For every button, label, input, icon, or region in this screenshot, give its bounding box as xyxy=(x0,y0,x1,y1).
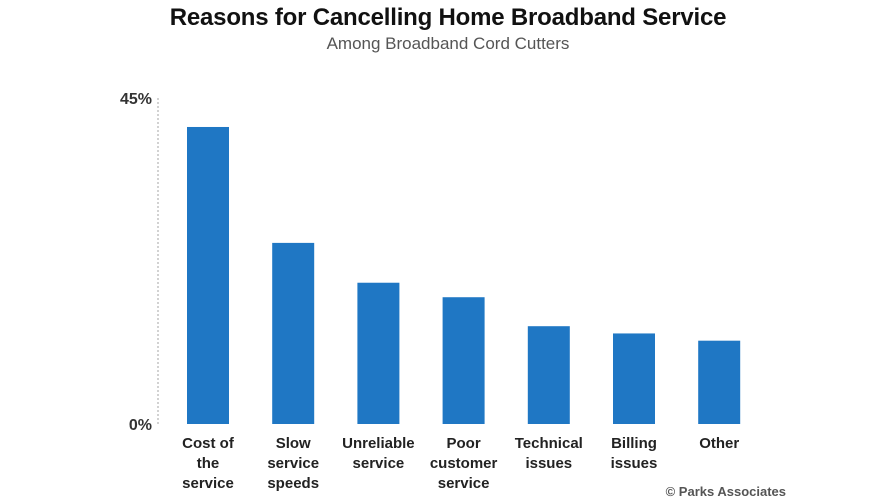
bar xyxy=(613,333,655,424)
y-axis: 45% 0% xyxy=(120,91,159,434)
x-tick-label: Slow service speeds xyxy=(267,435,319,492)
x-tick-label: Cost of the service xyxy=(182,435,235,492)
bar xyxy=(187,126,229,424)
x-tick-label: Unreliable service xyxy=(342,435,415,472)
bar xyxy=(698,340,741,424)
y-tick-label: 45% xyxy=(120,91,152,108)
source-credit: © Parks Associates xyxy=(665,484,786,499)
bar xyxy=(527,326,570,424)
x-tick-label: Billing issues xyxy=(611,435,658,472)
bar xyxy=(357,282,400,424)
bar xyxy=(272,242,315,424)
x-tick-label: Other xyxy=(699,435,739,452)
bars xyxy=(187,126,741,424)
x-axis-labels: Cost of the service Slow service speeds Unreli… xyxy=(182,435,739,492)
x-tick-label: Poor customer service xyxy=(430,435,498,492)
y-tick-label: 0% xyxy=(129,417,152,434)
chart-subtitle: Among Broadband Cord Cutters xyxy=(326,34,570,53)
bar xyxy=(442,297,485,424)
x-tick-label: Technical issues xyxy=(515,435,583,472)
chart-title: Reasons for Cancelling Home Broadband Se… xyxy=(169,4,727,31)
